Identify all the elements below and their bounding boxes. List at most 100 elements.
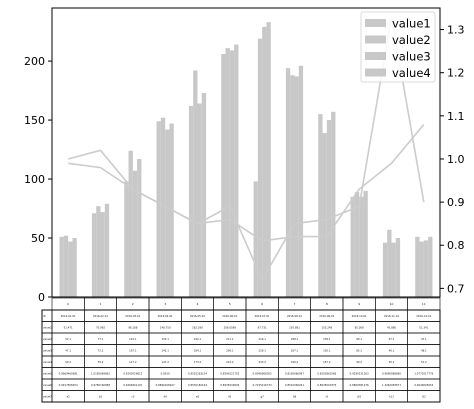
table-cell-text: 50.2 (65, 360, 71, 364)
table-column-header: 1 (100, 302, 102, 306)
plot-frame (51, 7, 441, 298)
table-cell-text: 47.1 (421, 337, 427, 341)
table-cell-text: 2016-01-01 (61, 314, 76, 318)
bar-value1-11 (415, 236, 420, 297)
bar-value2-1 (96, 206, 101, 297)
bar-value2-0 (63, 235, 69, 297)
table-cell-text: 0.8599121753 (220, 371, 239, 375)
table-cell-text: 209.1 (226, 348, 234, 352)
bar-value2-5 (225, 48, 230, 297)
table-row-label: value2 (43, 337, 52, 341)
bar-value2-3 (160, 117, 166, 297)
table-cell-text: 192.1 (194, 337, 202, 341)
y-tick-label: 150 (24, 114, 45, 127)
bar-value3-6 (262, 26, 267, 298)
table-cell-text: 107.1 (129, 348, 137, 352)
table-cell-text: 219.1 (258, 337, 266, 341)
bar-value2-2 (128, 150, 133, 297)
bar-value1-1 (91, 213, 97, 297)
table-cell-text: 57.1 (389, 337, 395, 341)
bar-value1-8 (318, 114, 323, 297)
y2-tick-label: 0.9 (447, 196, 465, 209)
bar-value4-1 (104, 203, 110, 297)
table-cell-text: 0.9293929612 (123, 371, 142, 375)
table-cell-text: 142.1 (161, 348, 169, 352)
table-cell-text: 2016-08-01 (287, 314, 302, 318)
legend-label-value2: value2 (392, 33, 431, 47)
table-column-header: 5 (229, 302, 231, 306)
table-cell-text: 0.8869381276 (350, 383, 369, 387)
table-cell-text: 0.8203862566 (317, 371, 336, 375)
table-cell-text: k11 (389, 394, 394, 398)
table-cell-text: 45.880 (387, 325, 396, 329)
table-column-header: 6 (261, 302, 263, 306)
table-cell-text: 50.2 (389, 360, 395, 364)
table-cell-text: g7 (261, 394, 265, 398)
bar-value1-9 (350, 196, 355, 297)
bar-value4-2 (137, 158, 142, 297)
table-cell-text: 206.0089 (224, 325, 237, 329)
bar-value1-6 (253, 181, 258, 297)
bar-value2-11 (419, 241, 424, 297)
bar-value2-8 (322, 133, 327, 297)
legend: value1 value2 value3 value4 (360, 11, 436, 83)
bar-value1-4 (188, 105, 194, 297)
table-column-header: 10 (390, 302, 394, 306)
table-cell-text: 211.1 (226, 337, 234, 341)
table-cell-text: 0.8638201875 (317, 383, 336, 387)
table-cell-text: d4 (164, 394, 168, 398)
table-cell-text: 117.2 (129, 360, 137, 364)
table-cell-text: 2016-07-01 (255, 314, 270, 318)
table-cell-text: 70.992 (96, 325, 105, 329)
table-cell-text: 2016-12-01 (416, 314, 431, 318)
y2-tick-label: 1.0 (447, 153, 465, 166)
table-column-header: 7 (294, 302, 296, 306)
table-cell-text: 155.248 (321, 325, 332, 329)
bar-value1-10 (382, 242, 388, 297)
table-cell-text: 89.1 (356, 337, 362, 341)
table-cell-text: 51.341 (419, 325, 428, 329)
table-cell-text: 1.0185669862 (91, 371, 110, 375)
table-cell-text: 85.1 (356, 348, 362, 352)
table-cell-text: 0.8530182164 (188, 383, 207, 387)
table-cell-text: 193.881 (289, 325, 300, 329)
y2-tick-label: 1.3 (447, 24, 465, 37)
bar-value4-10 (395, 238, 401, 297)
table-row-label: value5 (43, 371, 52, 375)
bar-value4-0 (72, 238, 77, 297)
table-cell-text: 46.1 (389, 348, 395, 352)
table-cell-text: c3 (131, 394, 134, 398)
table-cell-text: j10 (356, 394, 361, 398)
bar-value2-6 (257, 38, 263, 298)
table-cell-text: 1.3262083677 (382, 383, 401, 387)
table-column-header: 9 (358, 302, 360, 306)
bar-value1-5 (221, 54, 226, 297)
table-cell-text: 173.2 (194, 360, 202, 364)
bar-value4-7 (298, 65, 304, 297)
table-column-header: 2 (132, 302, 134, 306)
table-cell-text: 0.9917658254 (59, 383, 78, 387)
table-column-header: 11 (422, 302, 426, 306)
bar-value1-0 (59, 236, 64, 297)
y2-tick-label: 0.7 (447, 282, 465, 295)
table-cell-text: 187.1 (291, 348, 299, 352)
legend-swatch-value1 (365, 19, 386, 27)
bar-value2-4 (193, 70, 198, 298)
legend-swatch-value4 (365, 68, 386, 77)
y-tick-label: 0 (38, 291, 45, 304)
table-cell-text: 229.1 (258, 348, 266, 352)
bar-value2-10 (387, 229, 392, 297)
table-cell-text: 2016-06-01 (222, 314, 237, 318)
table-cell-text: l12 (422, 394, 426, 398)
bar-value3-8 (326, 120, 332, 297)
table-cell-text: 2016-04-01 (158, 314, 173, 318)
bar-value4-4 (201, 92, 207, 298)
bar-value4-6 (266, 22, 271, 297)
legend-label-value4: value4 (392, 66, 431, 80)
table-row-label: value4 (43, 360, 52, 364)
bar-value3-11 (423, 240, 429, 297)
y2-tick-label: 1.1 (447, 110, 465, 123)
legend-swatch-value3 (365, 52, 386, 60)
y2-tick-label: 1.2 (447, 67, 465, 80)
table-cell-text: 157.2 (323, 360, 331, 364)
